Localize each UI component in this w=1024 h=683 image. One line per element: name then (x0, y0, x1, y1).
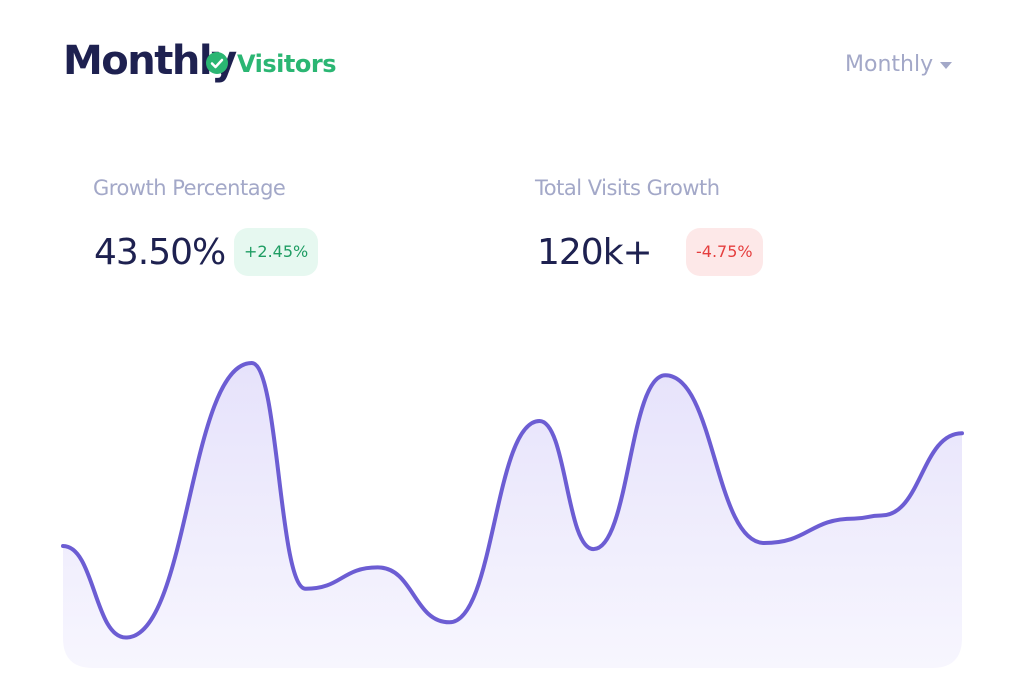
change-chip: -4.75% (686, 228, 763, 276)
stat-value: 43.50% (94, 232, 226, 273)
area-fill (63, 363, 962, 668)
stat-label: Growth Percentage (93, 176, 286, 200)
stat-label: Total Visits Growth (535, 176, 720, 200)
badge: Visitors (237, 50, 336, 78)
change-chip: +2.45% (234, 228, 319, 276)
dropdown[interactable]: Monthly (845, 52, 934, 77)
check-icon (206, 52, 228, 74)
caret[interactable] (940, 62, 952, 70)
stat-value: 120k+ (537, 232, 653, 273)
line (61, 361, 964, 640)
